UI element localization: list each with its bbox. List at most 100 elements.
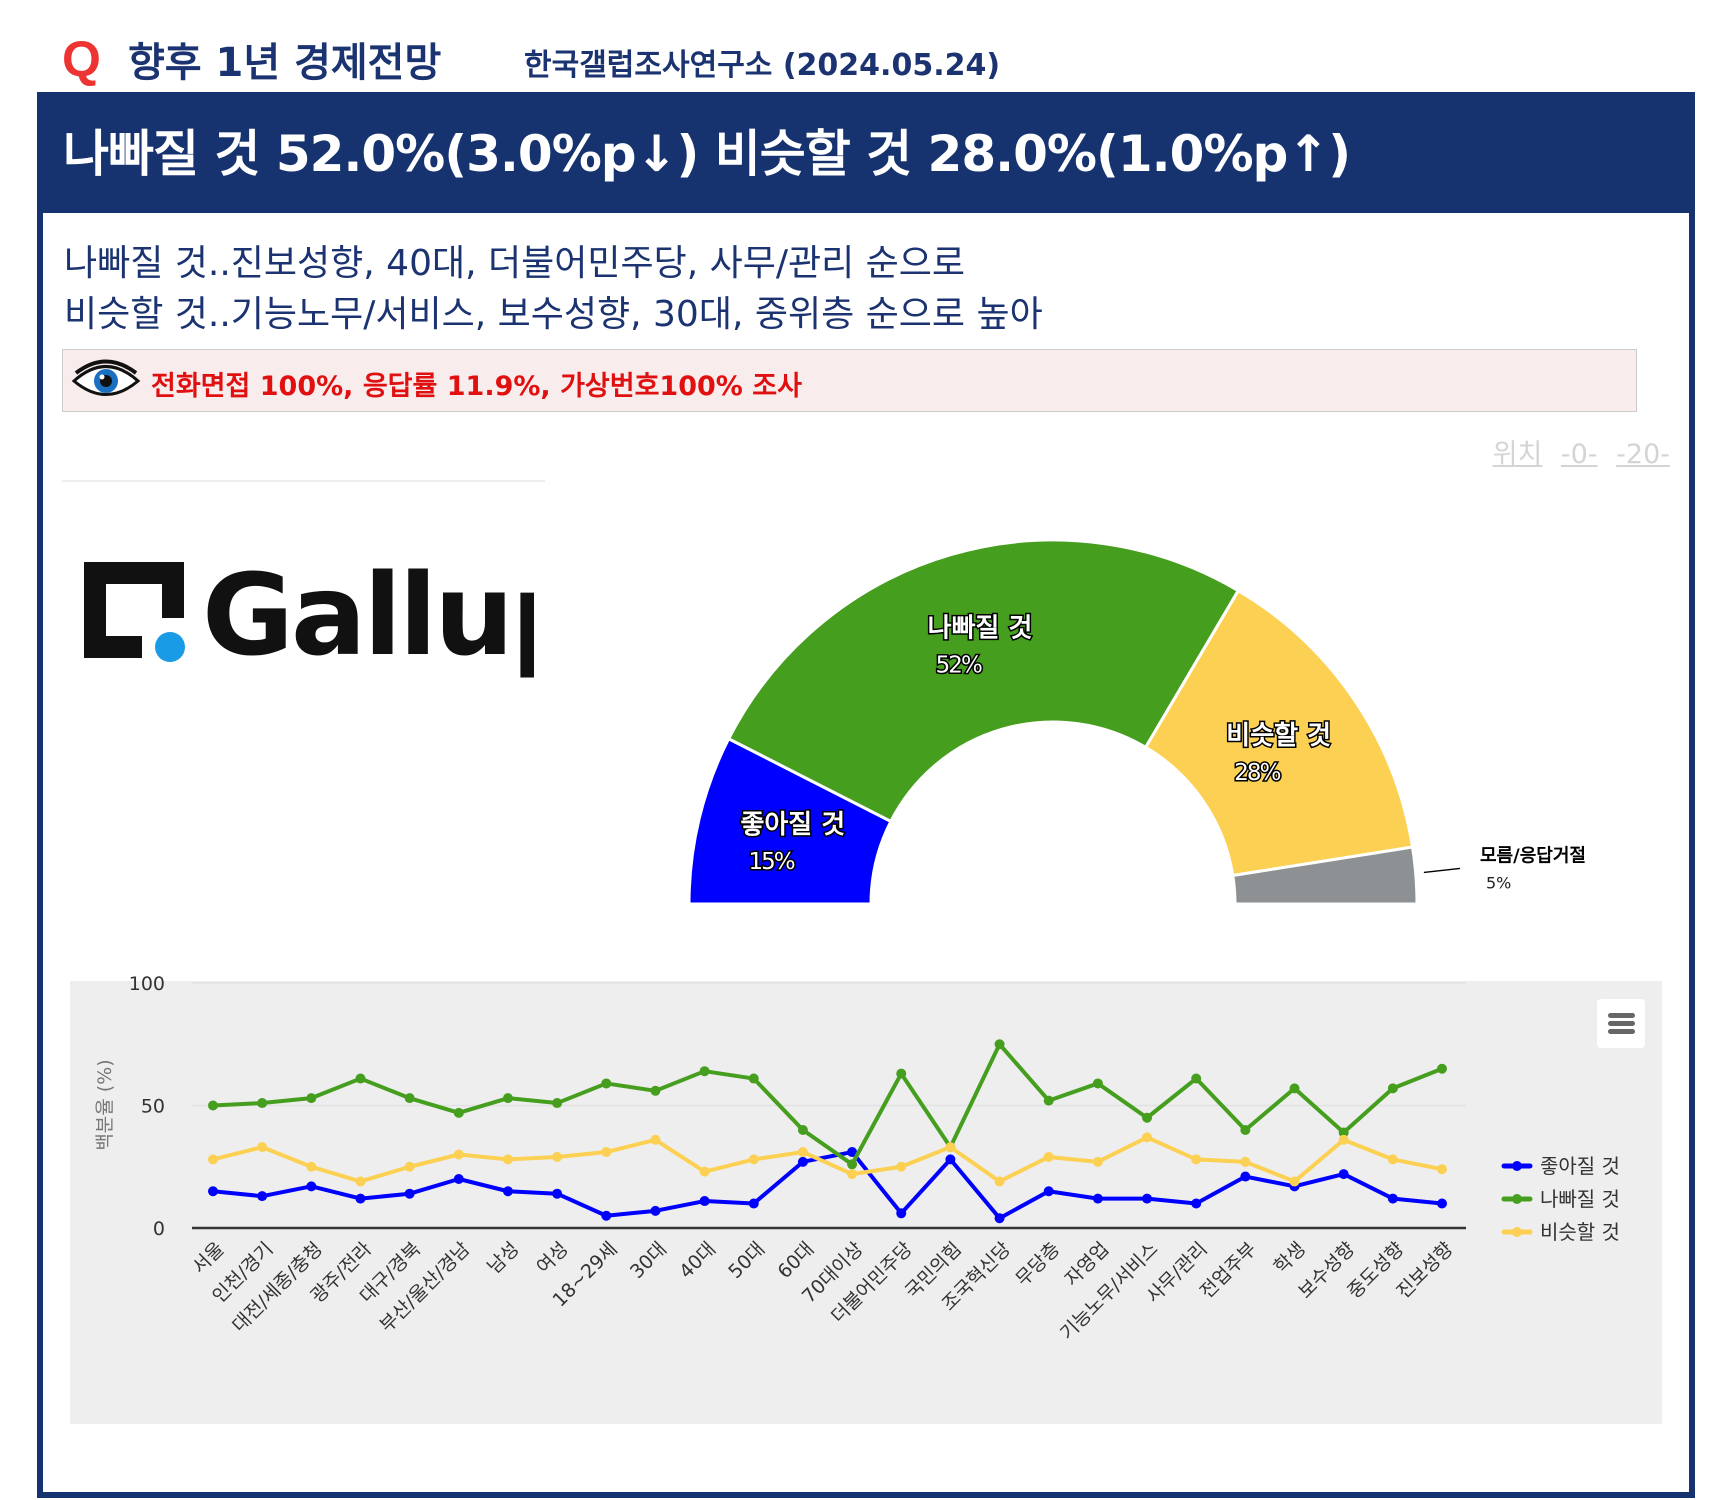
data-point-same[interactable] [306, 1161, 317, 1172]
data-point-same[interactable] [552, 1151, 563, 1162]
leader-line [1423, 867, 1461, 874]
data-point-bad[interactable] [1240, 1125, 1251, 1135]
data-point-good[interactable] [1240, 1171, 1251, 1182]
data-point-bad[interactable] [552, 1098, 563, 1109]
data-point-bad[interactable] [208, 1100, 218, 1111]
data-point-same[interactable] [1338, 1134, 1349, 1145]
data-point-same[interactable] [748, 1154, 759, 1165]
data-point-good[interactable] [1191, 1198, 1202, 1209]
data-point-good[interactable] [453, 1174, 464, 1184]
data-point-good[interactable] [601, 1210, 612, 1221]
data-point-good[interactable] [945, 1154, 956, 1165]
data-point-good[interactable] [797, 1156, 808, 1167]
data-point-bad[interactable] [847, 1159, 858, 1170]
data-point-good[interactable] [502, 1186, 513, 1197]
data-point-same[interactable] [453, 1149, 464, 1160]
data-point-bad[interactable] [502, 1093, 513, 1104]
data-point-same[interactable] [1240, 1156, 1251, 1167]
x-tick-label: 여성 [532, 1238, 572, 1278]
legend-label-same[interactable]: 비슷할 것 [1540, 1220, 1620, 1244]
position-label-link[interactable]: 위치 [1492, 439, 1543, 470]
position-link-20[interactable]: -20- [1616, 439, 1670, 470]
data-point-bad[interactable] [1437, 1063, 1447, 1074]
survey-notice-box: 전화면접 100%, 응답률 11.9%, 가상번호100% 조사 [62, 349, 1637, 412]
data-point-bad[interactable] [355, 1073, 366, 1084]
data-point-same[interactable] [994, 1176, 1005, 1187]
data-point-good[interactable] [994, 1213, 1005, 1224]
series-line-good [212, 1150, 1443, 1221]
series-line-bad [212, 1042, 1443, 1167]
data-point-same[interactable] [208, 1154, 218, 1165]
data-point-good[interactable] [847, 1147, 858, 1158]
data-point-good[interactable] [306, 1181, 317, 1192]
data-point-same[interactable] [650, 1134, 661, 1145]
data-point-bad[interactable] [601, 1078, 612, 1089]
data-point-same[interactable] [945, 1142, 956, 1153]
data-point-good[interactable] [1092, 1193, 1103, 1204]
data-point-good[interactable] [404, 1188, 415, 1199]
data-point-bad[interactable] [1387, 1083, 1398, 1094]
data-point-bad[interactable] [896, 1068, 907, 1079]
data-point-same[interactable] [1043, 1151, 1054, 1162]
eye-icon [71, 359, 141, 396]
slice-value-same: 28% [1234, 760, 1280, 786]
divider [62, 480, 545, 482]
data-point-good[interactable] [1387, 1193, 1398, 1204]
data-point-bad[interactable] [650, 1085, 661, 1096]
data-point-good[interactable] [257, 1191, 268, 1202]
slice-label-bad: 나빠질 것 [928, 614, 1033, 644]
data-point-bad[interactable] [748, 1073, 759, 1084]
data-point-same[interactable] [404, 1161, 415, 1172]
data-point-same[interactable] [797, 1147, 808, 1158]
legend-label-good[interactable]: 좋아질 것 [1540, 1154, 1620, 1178]
slice-same[interactable] [1144, 589, 1415, 878]
data-point-good[interactable] [552, 1188, 563, 1199]
slice-label-same: 비슷할 것 [1226, 721, 1331, 751]
data-point-bad[interactable] [1289, 1083, 1300, 1094]
slice-bad[interactable] [727, 538, 1240, 823]
data-point-same[interactable] [1289, 1176, 1300, 1187]
y-tick-label: 50 [141, 1096, 165, 1118]
data-point-good[interactable] [1142, 1193, 1153, 1204]
chart-menu-button[interactable] [1597, 999, 1645, 1048]
data-point-same[interactable] [896, 1161, 907, 1172]
data-point-good[interactable] [650, 1205, 661, 1216]
slice-unknown[interactable] [1231, 845, 1419, 906]
data-point-bad[interactable] [1191, 1073, 1202, 1084]
data-point-bad[interactable] [306, 1093, 317, 1104]
data-point-bad[interactable] [699, 1066, 710, 1077]
data-point-good[interactable] [1043, 1186, 1054, 1197]
data-point-bad[interactable] [257, 1098, 268, 1109]
data-point-bad[interactable] [1043, 1095, 1054, 1106]
data-point-good[interactable] [748, 1198, 759, 1209]
legend-label-bad[interactable]: 나빠질 것 [1540, 1187, 1620, 1211]
slice-label-unknown: 모름/응답거절 [1480, 845, 1586, 866]
data-point-same[interactable] [601, 1147, 612, 1158]
data-point-same[interactable] [847, 1169, 858, 1180]
data-point-same[interactable] [1191, 1154, 1202, 1165]
data-point-same[interactable] [355, 1176, 366, 1187]
data-point-bad[interactable] [1092, 1078, 1103, 1089]
data-point-same[interactable] [699, 1166, 710, 1177]
data-point-bad[interactable] [404, 1093, 415, 1104]
data-point-good[interactable] [208, 1186, 218, 1197]
x-tick-label: 60대 [773, 1238, 818, 1283]
data-point-same[interactable] [1437, 1164, 1447, 1175]
position-link-0[interactable]: -0- [1560, 439, 1598, 470]
data-point-good[interactable] [355, 1193, 366, 1204]
data-point-good[interactable] [1437, 1198, 1447, 1209]
data-point-good[interactable] [896, 1208, 907, 1219]
data-point-good[interactable] [1338, 1169, 1349, 1180]
data-point-bad[interactable] [797, 1125, 808, 1135]
data-point-bad[interactable] [453, 1107, 464, 1118]
data-point-good[interactable] [699, 1196, 710, 1207]
data-point-same[interactable] [1142, 1132, 1153, 1143]
subtitle-line-2: 비슷할 것..기능노무/서비스, 보수성향, 30대, 중위층 순으로 높아 [64, 294, 1043, 335]
data-point-same[interactable] [1092, 1156, 1103, 1167]
data-point-bad[interactable] [1142, 1112, 1153, 1123]
data-point-bad[interactable] [994, 1039, 1005, 1050]
data-point-same[interactable] [257, 1142, 268, 1153]
data-point-same[interactable] [502, 1154, 513, 1165]
data-point-bad[interactable] [1338, 1127, 1349, 1138]
data-point-same[interactable] [1387, 1154, 1398, 1165]
